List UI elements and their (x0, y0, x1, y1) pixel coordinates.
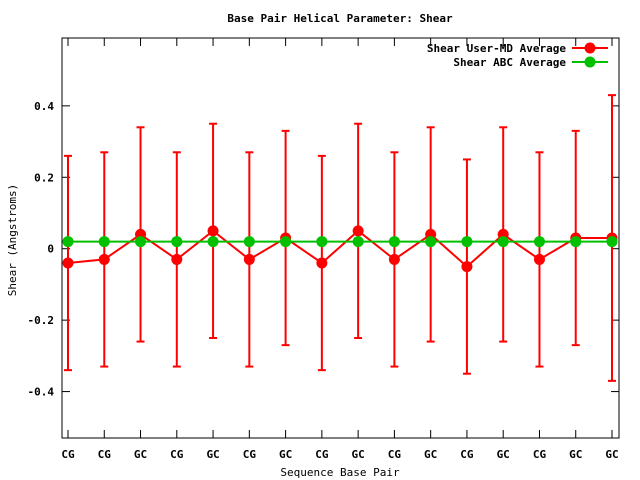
y-tick-label: 0.4 (34, 100, 54, 113)
x-tick-label: CG (243, 448, 257, 461)
x-tick-label: CG (61, 448, 75, 461)
legend-label: Shear User-MD Average (427, 42, 566, 55)
data-point-abc (352, 236, 364, 248)
series-line-user-md (67, 229, 612, 268)
data-point-user-md (352, 225, 364, 237)
data-point-user-md (207, 225, 219, 237)
x-axis: CG CG GC CG GC CG GC CG GC CG GC CG GC CG GC GC (61, 38, 619, 461)
data-point-user-md (243, 253, 255, 265)
chart-title: Base Pair Helical Parameter: Shear (227, 12, 453, 25)
x-tick-label: CG (460, 448, 474, 461)
data-point-abc (606, 236, 618, 248)
x-tick-label: GC (569, 448, 582, 461)
y-axis: -0.4 -0.2 0 0.2 0.4 (28, 100, 619, 399)
data-point-user-md (316, 257, 328, 269)
x-axis-label: Sequence Base Pair (280, 466, 400, 479)
legend-marker (584, 42, 596, 54)
x-tick-label: GC (605, 448, 618, 461)
legend-marker (584, 56, 596, 68)
data-point-abc (135, 236, 147, 248)
data-point-abc (570, 236, 582, 248)
x-tick-label: CG (533, 448, 547, 461)
data-point-user-md (98, 253, 110, 265)
data-point-abc (171, 236, 183, 248)
legend-label: Shear ABC Average (453, 56, 566, 69)
x-tick-label: CG (315, 448, 329, 461)
x-tick-label: GC (424, 448, 437, 461)
data-point-abc (280, 236, 292, 248)
x-tick-label: CG (388, 448, 402, 461)
x-tick-label: GC (352, 448, 365, 461)
data-point-user-md (62, 257, 74, 269)
y-tick-label: -0.4 (28, 386, 55, 399)
data-point-user-md (461, 261, 473, 273)
data-point-abc (98, 236, 110, 248)
y-tick-label: 0.2 (34, 171, 54, 184)
data-point-user-md (388, 253, 400, 265)
data-point-abc (461, 236, 473, 248)
data-point-abc (316, 236, 328, 248)
x-tick-label: GC (206, 448, 219, 461)
data-point-abc (243, 236, 255, 248)
data-point-abc (62, 236, 74, 248)
x-tick-label: CG (98, 448, 112, 461)
legend-entry-abc: Shear ABC Average (453, 56, 608, 69)
data-point-user-md (533, 253, 545, 265)
legend-entry-user-md: Shear User-MD Average (427, 42, 608, 55)
x-tick-label: GC (497, 448, 510, 461)
x-tick-label: GC (134, 448, 147, 461)
x-tick-label: CG (170, 448, 184, 461)
x-tick-label: GC (279, 448, 292, 461)
data-point-abc (533, 236, 545, 248)
series-layer (62, 94, 618, 382)
plot-frame (61, 37, 620, 439)
data-point-abc (497, 236, 509, 248)
data-point-abc (388, 236, 400, 248)
y-tick-label: 0 (47, 243, 54, 256)
data-point-abc (207, 236, 219, 248)
data-point-abc (425, 236, 437, 248)
y-axis-label: Shear (Angstroms) (6, 184, 19, 297)
y-tick-label: -0.2 (28, 314, 55, 327)
data-point-user-md (171, 253, 183, 265)
